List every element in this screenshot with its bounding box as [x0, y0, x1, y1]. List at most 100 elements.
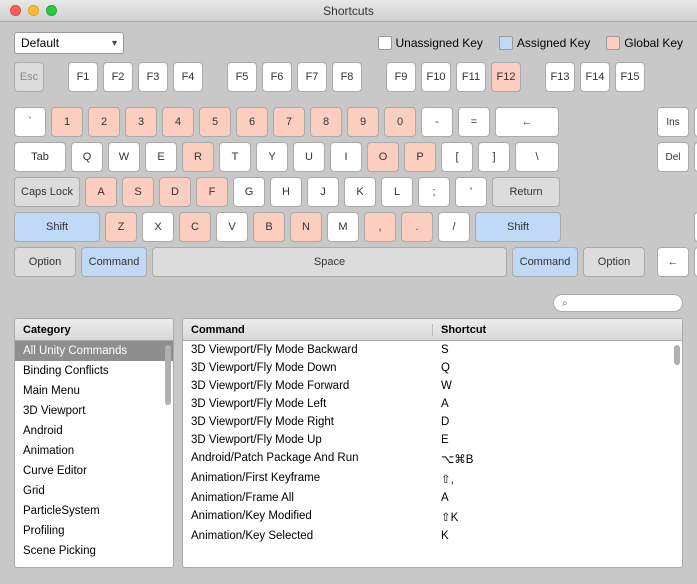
key-space[interactable]: Space	[152, 247, 507, 277]
scrollbar-thumb[interactable]	[674, 345, 680, 365]
category-item[interactable]: Profiling	[15, 521, 173, 541]
command-list[interactable]: 3D Viewport/Fly Mode BackwardS3D Viewpor…	[183, 341, 682, 568]
command-row[interactable]: Animation/Frame AllA	[183, 489, 682, 507]
maximize-icon[interactable]	[46, 5, 57, 16]
key-del[interactable]: Del	[657, 142, 689, 172]
key-c[interactable]: C	[179, 212, 211, 242]
key-g[interactable]: G	[233, 177, 265, 207]
category-item[interactable]: Android	[15, 421, 173, 441]
category-item[interactable]: Scene Picking	[15, 541, 173, 561]
category-item[interactable]: ParticleSystem	[15, 501, 173, 521]
key--[interactable]: =	[458, 107, 490, 137]
key-f5[interactable]: F5	[227, 62, 257, 92]
key--[interactable]: ←	[657, 247, 689, 277]
key--[interactable]: .	[401, 212, 433, 242]
key-tab[interactable]: Tab	[14, 142, 66, 172]
key-f3[interactable]: F3	[138, 62, 168, 92]
command-row[interactable]: 3D Viewport/Fly Mode ForwardW	[183, 377, 682, 395]
close-icon[interactable]	[10, 5, 21, 16]
key-f12[interactable]: F12	[491, 62, 521, 92]
key-esc[interactable]: Esc	[14, 62, 44, 92]
search-input[interactable]: ⌕	[553, 294, 683, 312]
key-f14[interactable]: F14	[580, 62, 610, 92]
key-0[interactable]: 0	[384, 107, 416, 137]
key-shift[interactable]: Shift	[14, 212, 100, 242]
key--[interactable]: ]	[478, 142, 510, 172]
key-z[interactable]: Z	[105, 212, 137, 242]
key-command[interactable]: Command	[81, 247, 147, 277]
category-item[interactable]: Main Menu	[15, 381, 173, 401]
category-item[interactable]: 3D Viewport	[15, 401, 173, 421]
key-s[interactable]: S	[122, 177, 154, 207]
key-f9[interactable]: F9	[386, 62, 416, 92]
command-row[interactable]: Animation/First Keyframe⇧,	[183, 469, 682, 489]
key-2[interactable]: 2	[88, 107, 120, 137]
minimize-icon[interactable]	[28, 5, 39, 16]
profile-dropdown[interactable]: Default ▾	[14, 32, 124, 54]
command-row[interactable]: 3D Viewport/Fly Mode RightD	[183, 413, 682, 431]
scrollbar-thumb[interactable]	[165, 345, 171, 405]
key-a[interactable]: A	[85, 177, 117, 207]
key-q[interactable]: Q	[71, 142, 103, 172]
key-1[interactable]: 1	[51, 107, 83, 137]
category-item[interactable]: Binding Conflicts	[15, 361, 173, 381]
command-row[interactable]: Animation/Key Modified⇧K	[183, 507, 682, 527]
key-f13[interactable]: F13	[545, 62, 575, 92]
command-row[interactable]: 3D Viewport/Fly Mode LeftA	[183, 395, 682, 413]
key--[interactable]: ;	[418, 177, 450, 207]
command-row[interactable]: Android/Patch Package And Run⌥⌘B	[183, 449, 682, 469]
command-row[interactable]: 3D Viewport/Fly Mode DownQ	[183, 359, 682, 377]
key-o[interactable]: O	[367, 142, 399, 172]
category-item[interactable]: Curve Editor	[15, 461, 173, 481]
category-item[interactable]: Grid	[15, 481, 173, 501]
key-f10[interactable]: F10	[421, 62, 451, 92]
key-f7[interactable]: F7	[297, 62, 327, 92]
key--[interactable]: \	[515, 142, 559, 172]
key-n[interactable]: N	[290, 212, 322, 242]
key-8[interactable]: 8	[310, 107, 342, 137]
key-b[interactable]: B	[253, 212, 285, 242]
key-j[interactable]: J	[307, 177, 339, 207]
key--[interactable]: /	[438, 212, 470, 242]
key-x[interactable]: X	[142, 212, 174, 242]
key-v[interactable]: V	[216, 212, 248, 242]
key-p[interactable]: P	[404, 142, 436, 172]
key-y[interactable]: Y	[256, 142, 288, 172]
command-row[interactable]: Animation/Key SelectedK	[183, 527, 682, 545]
key-w[interactable]: W	[108, 142, 140, 172]
key-f15[interactable]: F15	[615, 62, 645, 92]
key-5[interactable]: 5	[199, 107, 231, 137]
key-e[interactable]: E	[145, 142, 177, 172]
key-h[interactable]: H	[270, 177, 302, 207]
key-return[interactable]: Return	[492, 177, 560, 207]
key-f4[interactable]: F4	[173, 62, 203, 92]
key-f11[interactable]: F11	[456, 62, 486, 92]
key-i[interactable]: I	[330, 142, 362, 172]
key-9[interactable]: 9	[347, 107, 379, 137]
key-f6[interactable]: F6	[262, 62, 292, 92]
key-d[interactable]: D	[159, 177, 191, 207]
key-u[interactable]: U	[293, 142, 325, 172]
key--[interactable]: [	[441, 142, 473, 172]
key-4[interactable]: 4	[162, 107, 194, 137]
key-r[interactable]: R	[182, 142, 214, 172]
key-command[interactable]: Command	[512, 247, 578, 277]
command-row[interactable]: 3D Viewport/Fly Mode BackwardS	[183, 341, 682, 359]
key-k[interactable]: K	[344, 177, 376, 207]
key-option[interactable]: Option	[583, 247, 645, 277]
key-shift[interactable]: Shift	[475, 212, 561, 242]
key-f2[interactable]: F2	[103, 62, 133, 92]
key--[interactable]: `	[14, 107, 46, 137]
key--[interactable]: -	[421, 107, 453, 137]
key-f[interactable]: F	[196, 177, 228, 207]
key--[interactable]: '	[455, 177, 487, 207]
key-l[interactable]: L	[381, 177, 413, 207]
category-item[interactable]: Animation	[15, 441, 173, 461]
key--[interactable]: ←	[495, 107, 559, 137]
key-ins[interactable]: Ins	[657, 107, 689, 137]
key-m[interactable]: M	[327, 212, 359, 242]
command-row[interactable]: 3D Viewport/Fly Mode UpE	[183, 431, 682, 449]
key--[interactable]: ,	[364, 212, 396, 242]
category-list[interactable]: All Unity CommandsBinding ConflictsMain …	[15, 341, 173, 568]
key-option[interactable]: Option	[14, 247, 76, 277]
